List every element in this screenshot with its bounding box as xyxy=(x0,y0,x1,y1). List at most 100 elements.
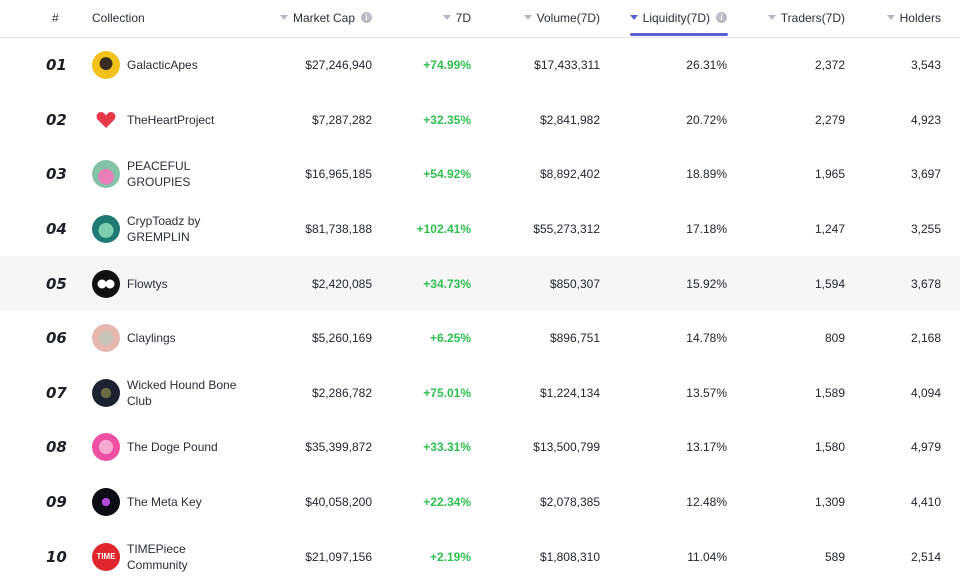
holders-value: 3,678 xyxy=(910,276,941,291)
holders-value: 3,255 xyxy=(910,222,941,237)
table-row[interactable]: 03 PEACEFUL GROUPIES $16,965,185 +54.92% $8,… xyxy=(0,147,960,202)
rank: 09 xyxy=(46,493,67,512)
traders-value: 1,594 xyxy=(814,276,845,291)
liquidity-value: 14.78% xyxy=(686,331,727,346)
holders-value: 4,923 xyxy=(910,112,941,127)
collection-name[interactable]: Wicked Hound Bone Club xyxy=(127,377,237,408)
liquidity-value: 26.31% xyxy=(686,58,727,73)
market-cap-value: $2,286,782 xyxy=(311,385,372,400)
seven-day-change: +6.25% xyxy=(429,331,471,346)
table-row[interactable]: 06 Claylings $5,260,169 +6.25% $896,751 14.78… xyxy=(0,311,960,366)
table-row[interactable]: 07 Wicked Hound Bone Club $2,286,782 +75.01… xyxy=(0,366,960,421)
holders-value: 2,514 xyxy=(910,549,941,564)
market-cap-value: $27,246,940 xyxy=(305,58,372,73)
collection-cell[interactable]: PEACEFUL GROUPIES xyxy=(92,147,242,202)
sort-caret-icon xyxy=(279,15,288,21)
hound-avatar[interactable] xyxy=(92,378,120,407)
flowty-avatar[interactable] xyxy=(92,269,120,298)
holders-value: 4,094 xyxy=(910,385,941,400)
market-cap-value: $16,965,185 xyxy=(305,167,372,182)
collection-name[interactable]: The Doge Pound xyxy=(127,440,218,455)
liquidity-value: 13.57% xyxy=(686,385,727,400)
active-sort-underline xyxy=(630,33,728,36)
traders-value: 1,580 xyxy=(814,440,845,455)
info-icon[interactable]: i xyxy=(716,12,727,24)
holders-value: 4,410 xyxy=(910,495,941,510)
volume-value: $2,841,982 xyxy=(539,112,600,127)
groupie-avatar[interactable] xyxy=(92,160,120,189)
volume-value: $896,751 xyxy=(549,331,600,346)
seven-day-change: +32.35% xyxy=(423,112,471,127)
collection-cell[interactable]: Wicked Hound Bone Club xyxy=(92,366,242,421)
traders-header[interactable]: Traders(7D) xyxy=(740,0,845,37)
traders-value: 2,279 xyxy=(814,112,845,127)
traders-value: 2,372 xyxy=(814,58,845,73)
rank: 01 xyxy=(46,56,67,75)
time-avatar[interactable]: TIME xyxy=(92,542,120,571)
collection-cell[interactable]: TIME TIMEPiece Community xyxy=(92,529,242,584)
collection-header: Collection xyxy=(92,11,145,25)
table-row[interactable]: 05 Flowtys $2,420,085 +34.73% $850,307 15.92%… xyxy=(0,256,960,311)
seven-day-change: +102.41% xyxy=(416,222,471,237)
volume-value: $8,892,402 xyxy=(539,167,600,182)
rank: 03 xyxy=(46,165,67,184)
rank: 10 xyxy=(46,547,67,566)
market-cap-value: $7,287,282 xyxy=(311,112,372,127)
toad-avatar[interactable] xyxy=(92,215,120,244)
volume-header[interactable]: Volume(7D) xyxy=(480,0,600,37)
seven-day-change: +2.19% xyxy=(429,549,471,564)
collection-name[interactable]: Flowtys xyxy=(127,276,168,291)
table-row[interactable]: 04 CrypToadz by GREMPLIN $81,738,188 +102.4… xyxy=(0,202,960,257)
collection-cell[interactable]: The Meta Key xyxy=(92,475,242,530)
sort-caret-icon xyxy=(767,15,776,21)
collection-name[interactable]: Claylings xyxy=(127,331,176,346)
collection-cell[interactable]: Claylings xyxy=(92,311,242,366)
collection-name[interactable]: GalacticApes xyxy=(127,58,198,73)
liquidity-value: 12.48% xyxy=(686,495,727,510)
market-cap-value: $21,097,156 xyxy=(305,549,372,564)
rank: 05 xyxy=(46,274,67,293)
liquidity-value: 13.17% xyxy=(686,440,727,455)
collection-name[interactable]: The Meta Key xyxy=(127,495,202,510)
clayling-avatar[interactable] xyxy=(92,324,120,353)
info-icon[interactable]: i xyxy=(361,12,372,24)
heart-avatar[interactable] xyxy=(92,105,120,134)
rank-header: # xyxy=(52,11,59,25)
volume-value: $1,224,134 xyxy=(539,385,600,400)
liquidity-header[interactable]: Liquidity(7D) i xyxy=(610,0,727,37)
seven-day-header[interactable]: 7D xyxy=(380,0,471,37)
rank: 06 xyxy=(46,329,67,348)
collection-cell[interactable]: Flowtys xyxy=(92,256,242,311)
table-row[interactable]: 01 GalacticApes $27,246,940 +74.99% $17,433,… xyxy=(0,38,960,93)
collection-name[interactable]: TIMEPiece Community xyxy=(127,541,188,572)
key-avatar[interactable] xyxy=(92,488,120,517)
market-cap-header[interactable]: Market Cap i xyxy=(250,0,372,37)
traders-value: 1,589 xyxy=(814,385,845,400)
rank: 08 xyxy=(46,438,67,457)
holders-header[interactable]: Holders xyxy=(860,0,941,37)
doge-avatar[interactable] xyxy=(92,433,120,462)
collection-cell[interactable]: GalacticApes xyxy=(92,38,242,93)
sort-caret-icon xyxy=(442,15,451,21)
collection-name[interactable]: TheHeartProject xyxy=(127,112,215,127)
table-row[interactable]: 10 TIME TIMEPiece Community $21,097,156 +2.1… xyxy=(0,529,960,584)
seven-day-change: +75.01% xyxy=(423,385,471,400)
collection-name[interactable]: PEACEFUL GROUPIES xyxy=(127,159,191,190)
ape-avatar[interactable] xyxy=(92,51,120,80)
holders-value: 3,543 xyxy=(910,58,941,73)
seven-day-change: +33.31% xyxy=(423,440,471,455)
volume-value: $17,433,311 xyxy=(534,58,600,73)
table-row[interactable]: 02 TheHeartProject $7,287,282 +32.35% $2,841… xyxy=(0,93,960,148)
seven-day-change: +22.34% xyxy=(423,495,471,510)
traders-value: 1,309 xyxy=(814,495,845,510)
collection-cell[interactable]: The Doge Pound xyxy=(92,420,242,475)
table-header: # Collection Market Cap i 7D Volume(7D) L… xyxy=(0,0,960,38)
traders-value: 1,965 xyxy=(814,167,845,182)
collection-name[interactable]: CrypToadz by GREMPLIN xyxy=(127,214,201,245)
collection-cell[interactable]: TheHeartProject xyxy=(92,93,242,148)
market-cap-value: $81,738,188 xyxy=(305,222,372,237)
collection-cell[interactable]: CrypToadz by GREMPLIN xyxy=(92,202,242,257)
table-row[interactable]: 08 The Doge Pound $35,399,872 +33.31% $13,50… xyxy=(0,420,960,475)
table-row[interactable]: 09 The Meta Key $40,058,200 +22.34% $2,078,3… xyxy=(0,475,960,530)
